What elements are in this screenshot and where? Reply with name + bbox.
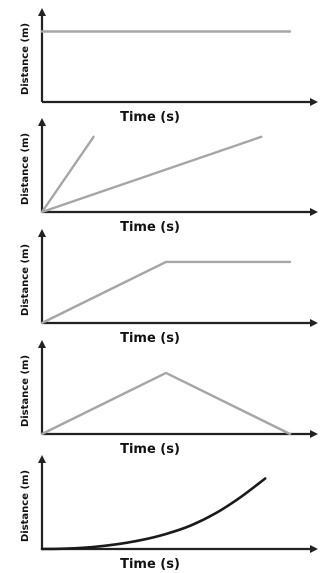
y-axis-label: Distance (m) xyxy=(20,133,31,205)
x-axis-label: Time (s) xyxy=(120,442,180,457)
x-axis-label: Time (s) xyxy=(120,220,180,235)
x-axis-arrow-icon xyxy=(310,319,318,327)
y-axis-label: Distance (m) xyxy=(20,23,31,95)
series-line-2 xyxy=(40,135,263,214)
y-axis-arrow-icon xyxy=(38,118,46,126)
chart-panel-2: Time (s) Distance (m) xyxy=(20,118,318,235)
chart-panel-5: Time (s) Distance (m) xyxy=(20,455,318,572)
x-axis-label: Time (s) xyxy=(120,110,180,125)
y-axis-arrow-icon xyxy=(38,229,46,237)
x-axis-label: Time (s) xyxy=(120,557,180,572)
series-line-1 xyxy=(40,371,292,436)
x-axis-label: Time (s) xyxy=(120,331,180,346)
x-axis-arrow-icon xyxy=(310,208,318,216)
y-axis-label: Distance (m) xyxy=(20,355,31,427)
x-axis-arrow-icon xyxy=(310,545,318,553)
y-axis-arrow-icon xyxy=(38,455,46,463)
y-axis-arrow-icon xyxy=(38,8,46,16)
x-axis-arrow-icon xyxy=(310,98,318,106)
x-axis-arrow-icon xyxy=(310,430,318,438)
chart-panel-1: Time (s) Distance (m) xyxy=(20,8,318,125)
series-line-1 xyxy=(40,260,292,325)
chart-panel-4: Time (s) Distance (m) xyxy=(20,340,318,457)
y-axis-arrow-icon xyxy=(38,340,46,348)
series-line-1 xyxy=(40,135,95,214)
series-line-1 xyxy=(40,477,267,551)
chart-panel-3: Time (s) Distance (m) xyxy=(20,229,318,346)
y-axis-label: Distance (m) xyxy=(20,244,31,316)
y-axis-label: Distance (m) xyxy=(20,470,31,542)
